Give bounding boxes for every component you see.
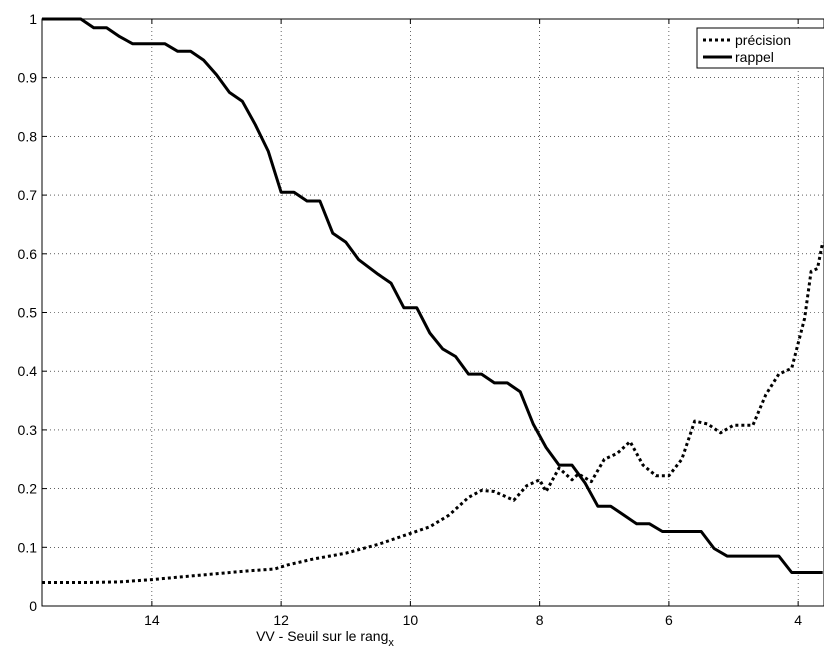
y-tick-label: 0.7 — [18, 187, 38, 203]
grid — [42, 19, 824, 606]
y-tick-label: 1 — [29, 11, 37, 27]
y-tick-label: 0.6 — [18, 246, 38, 262]
y-axis: 0 0.1 0.2 0.3 0.4 0.5 0.6 0.7 0.8 0.9 1 — [18, 11, 47, 614]
x-axis-label: VV - Seuil sur le rangx — [256, 628, 394, 649]
y-tick-label: 0.5 — [18, 305, 38, 321]
y-tick-label: 0.4 — [18, 363, 38, 379]
legend-label: rappel — [735, 49, 774, 65]
y-tick-label: 0.1 — [18, 539, 38, 555]
x-axis-label-subscript: x — [388, 637, 394, 649]
x-axis-label-main: VV - Seuil sur le rang — [256, 628, 388, 644]
x-axis: 14 12 10 8 6 4 — [144, 19, 802, 628]
legend-label: précision — [735, 32, 791, 48]
y-tick-label: 0 — [29, 598, 37, 614]
x-tick-label: 10 — [403, 612, 419, 628]
y-tick-label: 0.9 — [18, 70, 38, 86]
x-tick-label: 4 — [794, 612, 802, 628]
y-tick-label: 0.8 — [18, 128, 38, 144]
y-tick-label: 0.3 — [18, 422, 38, 438]
x-tick-label: 14 — [144, 612, 160, 628]
y-tick-label: 0.2 — [18, 481, 38, 497]
x-tick-label: 6 — [665, 612, 673, 628]
legend-box — [696, 27, 824, 69]
series-layer — [42, 17, 824, 584]
series-prcision-line — [42, 241, 824, 584]
x-tick-label: 12 — [273, 612, 289, 628]
series-rappel-line — [42, 17, 823, 574]
x-tick-label: 8 — [536, 612, 544, 628]
